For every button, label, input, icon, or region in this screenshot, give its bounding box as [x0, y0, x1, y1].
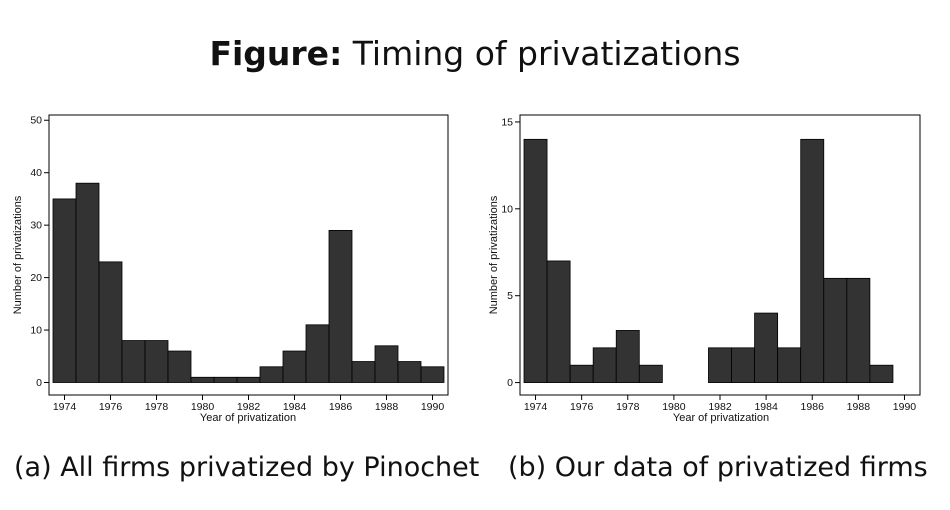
x-tick-label: 1990	[421, 401, 445, 413]
bar-1975	[75, 182, 100, 383]
bar-1975	[546, 260, 571, 383]
bar-1988	[846, 277, 871, 383]
caption-a: (a) All firms privatized by Pinochet	[14, 452, 480, 483]
x-tick-label: 1976	[99, 401, 123, 413]
x-tick-label: 1990	[893, 401, 917, 413]
bar-1982	[708, 347, 732, 383]
x-tick-label: 1986	[801, 401, 825, 413]
bar-1983	[259, 366, 284, 383]
bar-1988	[374, 345, 399, 383]
bar-1977	[121, 340, 146, 383]
bar-1979	[638, 364, 663, 383]
bar-1978	[615, 330, 640, 383]
bar-1987	[823, 277, 848, 383]
bar-1985	[305, 324, 330, 383]
y-tick-label: 5	[507, 290, 513, 302]
histogram-our-data: 0 5 10 15 1974 1976 1978 1980 1982 1984 1986 1988 19…	[488, 114, 921, 424]
y-tick-label: 50	[30, 115, 42, 127]
y-axis-title: Number of privatizations	[12, 195, 24, 314]
y-tick-label: 30	[30, 220, 42, 232]
bar-1981	[213, 376, 238, 383]
bar-1979	[167, 350, 192, 383]
y-axis-title: Number of privatizations	[488, 195, 500, 314]
x-tick-label: 1982	[237, 401, 261, 413]
bar-1978	[144, 340, 169, 383]
bar-1980	[190, 376, 215, 383]
bar-1984	[754, 312, 779, 383]
y-tick-label: 0	[507, 377, 513, 389]
bar-1989	[397, 361, 422, 383]
x-tick-label: 1976	[570, 401, 594, 413]
y-tick-label: 0	[36, 377, 42, 389]
x-tick-label: 1978	[145, 401, 169, 413]
bar-1974	[52, 198, 77, 383]
y-tick-label: 10	[501, 203, 513, 215]
figure-title: Figure: Timing of privatizations	[0, 34, 950, 73]
y-tick-label: 20	[30, 272, 42, 284]
x-tick-label: 1978	[616, 401, 640, 413]
y-tick-label: 15	[501, 116, 513, 128]
x-tick-label: 1988	[375, 401, 399, 413]
bar-1987	[351, 361, 376, 383]
bar-1977	[592, 347, 617, 383]
bar-1989	[869, 364, 894, 383]
histogram-all-firms: 0 10 20 30 40 50 1974 1976 1978 1980 1982 1984 1986 1…	[12, 114, 449, 424]
x-tick-label: 1982	[708, 401, 732, 413]
x-tick-label: 1980	[191, 401, 215, 413]
figure-title-text: Timing of privatizations	[352, 34, 741, 73]
x-tick-label: 1974	[524, 401, 548, 413]
y-tick-label: 10	[30, 325, 42, 337]
bar-1976	[98, 261, 123, 383]
x-tick-label: 1974	[53, 401, 77, 413]
bar-1983	[731, 347, 755, 383]
x-tick-label: 1986	[329, 401, 353, 413]
x-tick-label: 1984	[754, 401, 778, 413]
x-axis-title: Year of privatization	[200, 412, 296, 424]
bar-1986	[800, 138, 825, 383]
bar-1982	[236, 376, 261, 383]
x-tick-label: 1988	[847, 401, 871, 413]
bar-1986	[328, 229, 353, 383]
bar-1985	[777, 347, 802, 383]
x-axis-title: Year of privatization	[673, 412, 769, 424]
bar-1990	[420, 366, 445, 383]
bar-1976	[569, 364, 594, 383]
figure-title-bold: Figure:	[209, 34, 343, 73]
bar-1984	[282, 350, 307, 383]
caption-b: (b) Our data of privatized firms	[508, 452, 928, 483]
x-tick-label: 1980	[662, 401, 686, 413]
y-tick-label: 40	[30, 167, 42, 179]
bar-1974	[523, 138, 548, 383]
x-tick-label: 1984	[283, 401, 307, 413]
